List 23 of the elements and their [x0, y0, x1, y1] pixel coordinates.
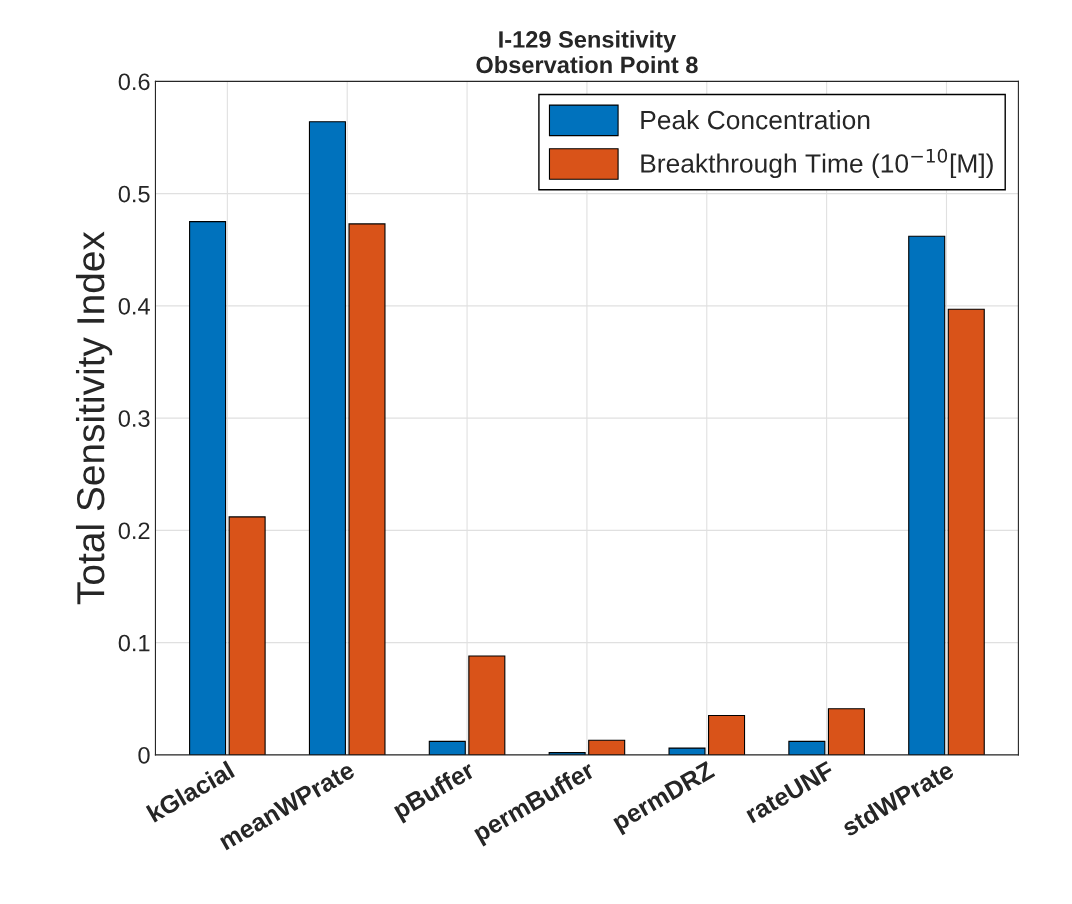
y-axis-title: Total Sensitivity Index [75, 231, 113, 605]
legend-label: Peak Concentration [641, 110, 870, 130]
bar [428, 740, 466, 755]
y-tick-label: 0.2 [118, 522, 150, 540]
legend-label: Breakthrough Time (10$^{−10}$[M]) [641, 148, 993, 179]
y-tick-label: 0.6 [118, 73, 150, 91]
bar [588, 739, 626, 755]
y-tick-label: 0.5 [118, 185, 150, 203]
bar [708, 714, 746, 755]
bar [228, 516, 266, 755]
bar [788, 740, 826, 755]
bar [668, 747, 706, 755]
bar [947, 308, 985, 755]
bar [908, 235, 946, 755]
bar [468, 655, 506, 755]
bar [189, 221, 227, 755]
y-tick-label: 0.1 [118, 634, 150, 652]
bar [308, 121, 346, 755]
chart-title: I-129 Sensitivity Observation Point 8 [476, 30, 698, 74]
bar [348, 223, 386, 755]
y-tick-label: 0.3 [118, 410, 150, 427]
y-tick-label: 0.4 [118, 297, 150, 315]
bar [827, 708, 865, 755]
